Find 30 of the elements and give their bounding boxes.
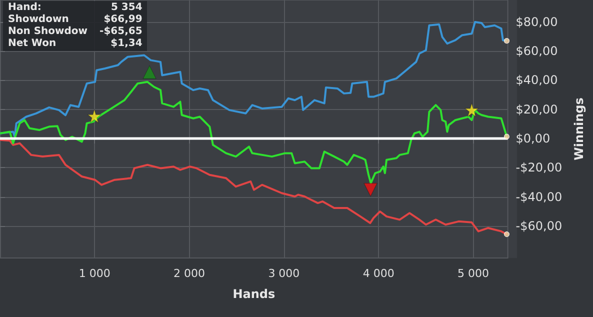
y-tick-label: $80,00 bbox=[516, 14, 558, 29]
annotation: Hand: bbox=[8, 2, 42, 14]
point bbox=[88, 109, 102, 123]
annotation: Net Won bbox=[8, 38, 58, 50]
x-axis-title: Hands bbox=[232, 287, 276, 301]
annotation: 5 354 bbox=[110, 2, 142, 14]
annotation: $1,34 bbox=[110, 38, 142, 50]
point bbox=[504, 38, 510, 44]
point bbox=[504, 231, 510, 238]
point bbox=[142, 65, 156, 79]
y-tick-label: -$60,00 bbox=[516, 218, 562, 233]
y-tick-label: $20,00 bbox=[516, 102, 558, 116]
x-tick-label: 3 000 bbox=[268, 267, 300, 280]
y-tick-label: $0,00 bbox=[516, 131, 550, 146]
x-tick-label: 2 000 bbox=[174, 267, 206, 280]
y-tick-label: $40,00 bbox=[516, 73, 558, 88]
annotation: Non Showdow bbox=[8, 26, 88, 38]
x-tick-label: 4 000 bbox=[362, 267, 394, 280]
y-tick-label: -$40,00 bbox=[516, 190, 562, 204]
point bbox=[364, 182, 378, 197]
point bbox=[464, 103, 479, 117]
annotation: Showdown bbox=[8, 14, 70, 26]
y-tick-label: $60,00 bbox=[516, 44, 558, 58]
x-tick-label: 1 000 bbox=[78, 267, 110, 280]
y-axis-title: Winnings bbox=[572, 98, 586, 160]
x-tick-label: 5 000 bbox=[457, 267, 489, 280]
annotation: $66,99 bbox=[102, 14, 142, 26]
point bbox=[504, 134, 510, 140]
annotation: -$65,65 bbox=[100, 26, 142, 38]
y-tick-label: -$20,00 bbox=[516, 160, 562, 175]
